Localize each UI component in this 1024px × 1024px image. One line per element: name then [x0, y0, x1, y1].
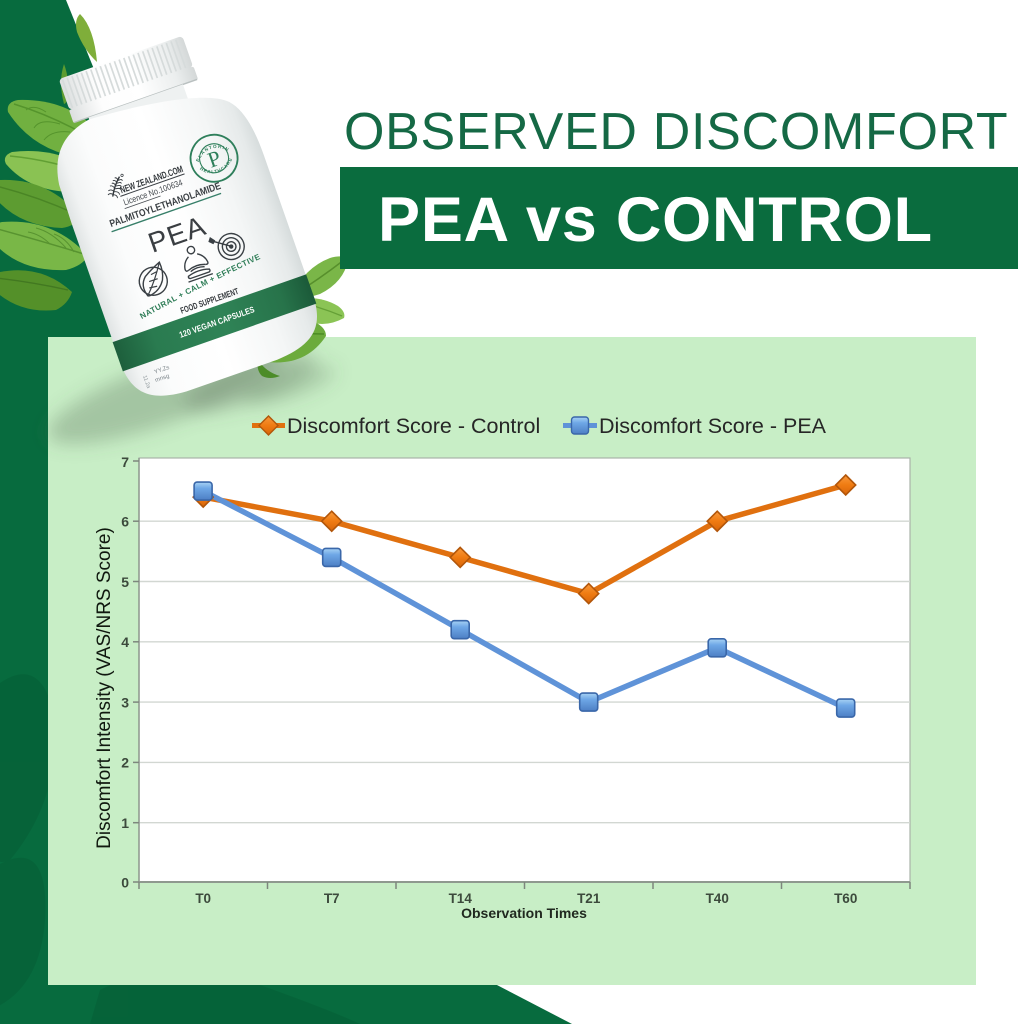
svg-text:1: 1: [121, 815, 129, 831]
svg-text:mnsg: mnsg: [154, 373, 170, 384]
svg-text:0: 0: [121, 874, 129, 890]
svg-text:T0: T0: [195, 891, 211, 906]
svg-text:2: 2: [121, 755, 129, 771]
svg-text:4: 4: [121, 634, 129, 650]
svg-text:3: 3: [121, 694, 129, 710]
svg-text:7: 7: [121, 454, 129, 470]
svg-text:6: 6: [121, 514, 129, 530]
svg-text:Observation Times: Observation Times: [461, 905, 587, 921]
svg-text:YY.Zs: YY.Zs: [154, 365, 171, 376]
svg-text:T7: T7: [324, 891, 340, 906]
svg-text:PEA vs CONTROL: PEA vs CONTROL: [378, 185, 933, 255]
svg-text:Discomfort Intensity (VAS/NRS: Discomfort Intensity (VAS/NRS Score): [94, 527, 115, 849]
svg-text:Discomfort Score - Control: Discomfort Score - Control: [287, 414, 540, 438]
svg-text:OBSERVED DISCOMFORT: OBSERVED DISCOMFORT: [344, 103, 1008, 161]
svg-text:T40: T40: [706, 891, 729, 906]
svg-text:T21: T21: [577, 891, 601, 906]
svg-text:Discomfort Score - PEA: Discomfort Score - PEA: [599, 414, 827, 438]
svg-text:5: 5: [121, 574, 129, 590]
svg-text:T14: T14: [449, 891, 473, 906]
svg-text:11.2a: 11.2a: [141, 375, 151, 390]
svg-text:T60: T60: [834, 891, 857, 906]
